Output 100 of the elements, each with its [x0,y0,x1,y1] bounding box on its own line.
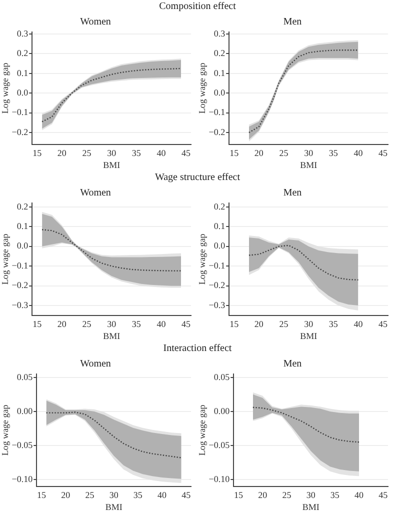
x-tick-label: 40 [156,319,166,330]
x-tick-label: 30 [304,148,314,158]
line-series [252,406,360,443]
y-axis-title: Log wage gap [0,404,10,456]
y-axis-title: Log wage gap [0,62,10,114]
y-tick-label: 0.0 [214,240,226,251]
y-tick-label: −0.1 [208,260,226,270]
x-tick-label: 45 [378,148,388,158]
y-tick-label: −0.1 [208,107,226,118]
y-tick-label: −0.3 [12,300,29,310]
x-tick-label: 25 [82,319,92,330]
x-tick-label: 25 [282,490,292,500]
chart-title: Men [283,16,302,28]
y-tick-label: 0.0 [16,240,29,251]
x-tick-label: 15 [36,490,46,500]
y-tick-label: 0.1 [16,221,28,232]
y-tick-label: 0.05 [16,372,34,382]
x-tick-label: 40 [354,319,364,330]
chart-title: Men [283,358,302,370]
y-tick-label: 0.00 [16,406,34,416]
x-tick-label: 25 [279,148,289,158]
x-tick-label: 30 [304,319,314,330]
line-series [41,68,182,122]
y-axis-title: Log wage gap [196,233,207,285]
y-tick-label: −0.2 [12,126,28,137]
x-tick-label: 35 [328,148,338,158]
y-tick-label: −0.05 [12,440,34,450]
y-tick-label: 0.2 [16,201,28,212]
x-tick-label: 25 [85,490,95,500]
y-tick-label: 0.1 [214,68,226,78]
x-tick-label: 15 [32,319,42,330]
x-tick-label: 35 [330,490,340,500]
chart-title: Women [80,358,111,370]
x-tick-label: 40 [158,490,168,500]
text: Wage structure effect [154,172,240,183]
x-tick-label: 30 [306,490,316,500]
y-tick-label: 0.2 [16,48,28,58]
x-axis-title: BMI [302,502,320,512]
x-tick-label: 45 [182,319,192,330]
x-tick-label: 35 [132,319,142,330]
x-tick-label: 45 [182,490,192,500]
y-tick-label: −0.1 [12,107,28,118]
line-series [41,229,182,272]
y-tick-label: 0.2 [214,201,226,212]
y-tick-label: −0.3 [208,300,226,310]
x-axis-title: BMI [103,330,120,341]
chart-title: Women [80,188,111,199]
line-series [46,412,182,458]
y-tick-label: 0.0 [16,87,29,98]
x-tick-label: 30 [107,148,117,158]
y-tick-label: 0.0 [214,87,226,98]
x-tick-label: 40 [354,490,364,500]
x-tick-label: 30 [109,490,119,500]
x-tick-label: 35 [133,490,143,500]
x-tick-label: 35 [132,148,142,158]
x-axis-title: BMI [105,502,122,512]
y-tick-label: 0.3 [214,28,226,38]
y-tick-label: −0.05 [208,440,230,450]
x-tick-label: 20 [57,148,67,158]
chart-title: Women [80,16,111,28]
y-tick-label: −0.2 [208,126,226,137]
y-tick-label: −0.2 [12,280,28,290]
x-tick-label: 35 [328,319,338,330]
chart-title: Men [283,188,302,199]
x-tick-label: 20 [57,319,67,330]
y-tick-label: −0.1 [12,260,28,270]
x-tick-label: 15 [230,319,240,330]
y-tick-label: −0.2 [208,280,226,290]
x-axis-title: BMI [103,160,120,170]
y-axis-title: Log wage gap [0,233,10,285]
text: Composition effect [159,1,236,12]
x-tick-label: 40 [354,148,364,158]
x-axis-title: BMI [300,330,318,341]
y-axis-title: Log wage gap [196,62,207,114]
x-tick-label: 45 [378,490,388,500]
x-tick-label: 30 [107,319,117,330]
x-tick-label: 20 [61,490,71,500]
y-tick-label: 0.3 [16,28,29,38]
x-tick-label: 20 [254,148,264,158]
y-tick-label: 0.05 [214,372,230,382]
y-tick-label: −0.10 [208,474,230,484]
x-tick-label: 40 [156,148,166,158]
x-tick-label: 20 [258,490,268,500]
x-tick-label: 45 [182,148,192,158]
x-tick-label: 15 [230,148,240,158]
y-tick-label: 0.2 [214,48,226,58]
x-tick-label: 15 [32,148,42,158]
x-tick-label: 25 [82,148,92,158]
x-tick-label: 25 [279,319,289,330]
x-tick-label: 45 [378,319,388,330]
y-tick-label: 0.00 [214,406,230,416]
x-tick-label: 15 [234,490,244,500]
text: Interaction effect [163,343,232,354]
y-tick-label: −0.10 [12,474,34,484]
y-tick-label: 0.1 [16,68,28,78]
y-axis-title: Log wage gap [196,404,207,456]
y-tick-label: 0.1 [214,221,226,232]
line-series [248,244,359,281]
x-tick-label: 20 [254,319,264,330]
x-axis-title: BMI [300,160,318,170]
